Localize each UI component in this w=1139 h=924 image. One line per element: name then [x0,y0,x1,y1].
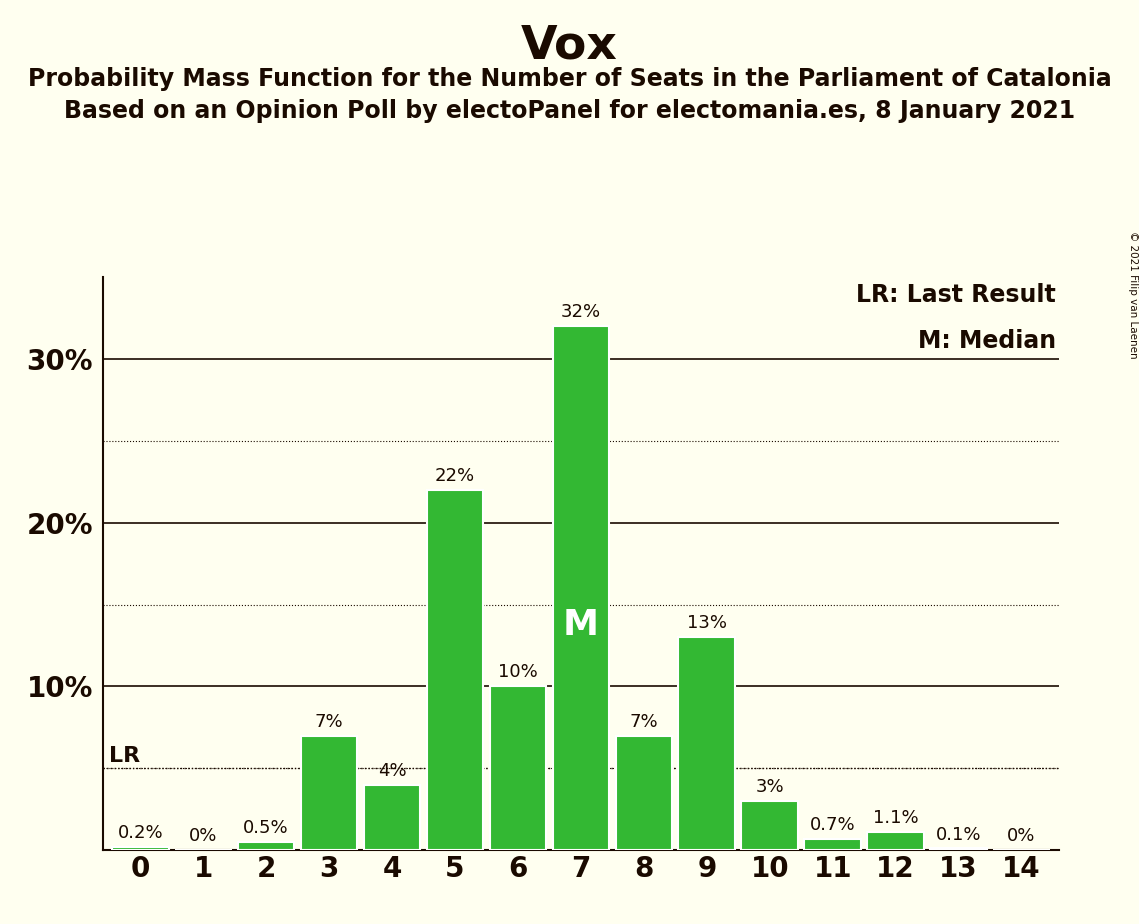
Text: M: M [563,608,599,642]
Bar [363,784,420,850]
Text: Probability Mass Function for the Number of Seats in the Parliament of Catalonia: Probability Mass Function for the Number… [27,67,1112,91]
Bar [804,839,861,850]
Text: Vox: Vox [521,23,618,68]
Bar [238,842,295,850]
Text: 22%: 22% [435,467,475,485]
Bar [867,833,924,850]
Text: 3%: 3% [755,778,784,796]
Text: M: Median: M: Median [918,329,1056,353]
Text: 7%: 7% [314,712,344,731]
Bar [301,736,358,850]
Text: 0.2%: 0.2% [117,824,163,842]
Text: LR: Last Result: LR: Last Result [857,283,1056,307]
Text: 0.1%: 0.1% [936,825,982,844]
Text: Based on an Opinion Poll by electoPanel for electomania.es, 8 January 2021: Based on an Opinion Poll by electoPanel … [64,99,1075,123]
Bar [552,326,609,850]
Text: © 2021 Filip van Laenen: © 2021 Filip van Laenen [1129,231,1138,359]
Text: 32%: 32% [560,303,601,322]
Text: 0%: 0% [1007,827,1035,845]
Text: LR: LR [109,746,140,766]
Bar [931,848,986,850]
Text: 0.5%: 0.5% [244,819,289,837]
Bar [112,846,169,850]
Text: 1.1%: 1.1% [872,809,918,827]
Text: 0%: 0% [189,827,218,845]
Text: 13%: 13% [687,614,727,632]
Text: 10%: 10% [498,663,538,682]
Bar [741,801,798,850]
Text: 4%: 4% [378,761,407,780]
Bar [427,490,483,850]
Text: 7%: 7% [630,712,658,731]
Bar [615,736,672,850]
Bar [490,687,547,850]
Text: 0.7%: 0.7% [810,816,855,833]
Bar [679,638,735,850]
